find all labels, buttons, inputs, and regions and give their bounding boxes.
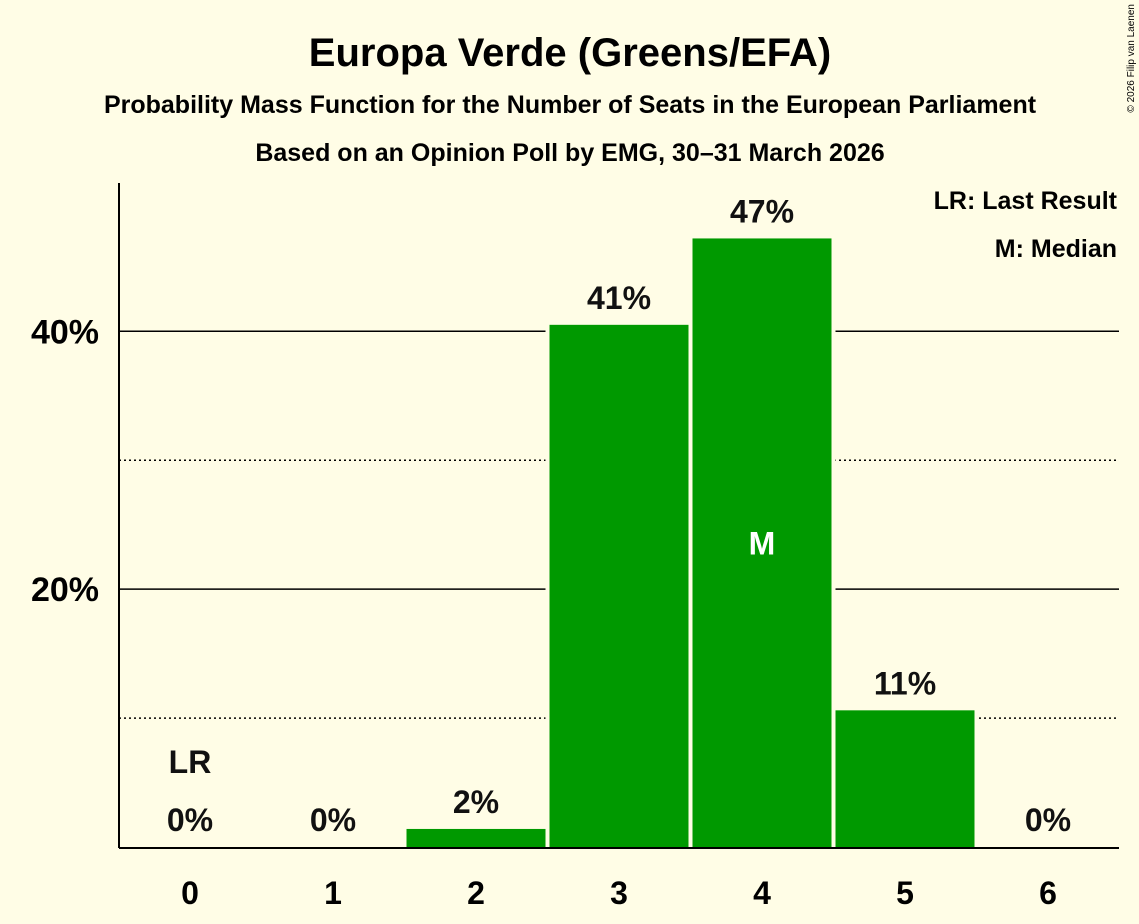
x-tick-label: 2 [467, 875, 485, 911]
value-label: 47% [730, 193, 794, 229]
bar [692, 238, 832, 847]
median-marker: M [749, 526, 776, 562]
value-label: 0% [310, 802, 356, 838]
data-labels: 0% 0% 2% 41% 47% 11% 0% LR M [167, 193, 1071, 838]
chart-title: Europa Verde (Greens/EFA) [309, 31, 831, 75]
chart-subtitle: Probability Mass Function for the Number… [104, 91, 1037, 119]
chart-source: Based on an Opinion Poll by EMG, 30–31 M… [255, 139, 884, 167]
value-label: 2% [453, 784, 499, 820]
bar [835, 710, 975, 847]
axes: 0 1 2 3 4 5 6 [118, 183, 1119, 911]
legend-median: M: Median [995, 235, 1117, 263]
value-label: 11% [874, 665, 936, 701]
bars [402, 235, 979, 847]
last-result-marker: LR [169, 744, 212, 780]
value-label: 41% [587, 280, 651, 316]
value-label: 0% [167, 802, 213, 838]
x-tick-label: 1 [324, 875, 342, 911]
y-tick-label: 40% [31, 313, 99, 351]
value-label: 0% [1025, 802, 1071, 838]
bar [406, 828, 546, 847]
x-tick-label: 5 [896, 875, 914, 911]
legend-last-result: LR: Last Result [934, 187, 1118, 215]
x-tick-label: 0 [181, 875, 199, 911]
x-tick-label: 4 [753, 875, 771, 911]
y-tick-label: 20% [31, 571, 99, 609]
bar [549, 324, 689, 847]
x-tick-label: 3 [610, 875, 628, 911]
x-tick-label: 6 [1039, 875, 1057, 911]
copyright-note: © 2026 Filip van Laenen [1126, 4, 1137, 113]
